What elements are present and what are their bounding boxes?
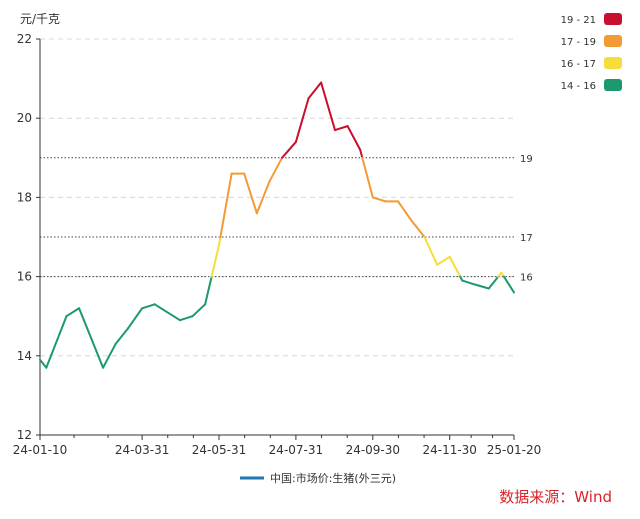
y-tick-label: 14 bbox=[17, 349, 32, 363]
x-tick-label: 25-01-20 bbox=[487, 443, 541, 457]
data-source-note: 数据来源：Wind bbox=[499, 488, 612, 506]
band-legend-swatch bbox=[604, 57, 622, 69]
line-segment bbox=[294, 97, 310, 143]
line-segment bbox=[218, 236, 222, 246]
y-axis-ticks: 12 14 16 18 20 22 bbox=[17, 32, 40, 442]
x-tick-label: 24-01-10 bbox=[13, 443, 67, 457]
series-legend: 中国:市场价:生猪(外三元) bbox=[240, 471, 396, 485]
line-segment bbox=[281, 140, 297, 159]
y-tick-label: 20 bbox=[17, 111, 32, 125]
line-segment bbox=[423, 236, 439, 266]
line-segment bbox=[178, 315, 194, 322]
line-segment bbox=[307, 81, 323, 100]
band-legend-swatch bbox=[604, 13, 622, 25]
line-segment bbox=[320, 81, 336, 132]
line-segment bbox=[268, 156, 284, 183]
y-tick-label: 22 bbox=[17, 32, 32, 46]
line-segment bbox=[102, 342, 117, 369]
grid-lines bbox=[40, 38, 514, 357]
band-legend-label: 17 - 19 bbox=[561, 37, 596, 48]
line-segment bbox=[371, 196, 387, 203]
y-tick-label: 16 bbox=[17, 270, 32, 284]
line-segment bbox=[397, 200, 413, 223]
axes bbox=[39, 39, 514, 436]
y-tick-label: 18 bbox=[17, 190, 32, 204]
line-segment bbox=[204, 275, 213, 306]
line-segment bbox=[39, 358, 48, 369]
x-tick-label: 24-03-31 bbox=[115, 443, 169, 457]
band-legend-label: 14 - 16 bbox=[561, 81, 596, 92]
x-tick-label: 24-07-31 bbox=[269, 443, 323, 457]
band-legend-swatch bbox=[604, 35, 622, 47]
x-tick-label: 24-11-30 bbox=[422, 443, 476, 457]
line-segment bbox=[346, 125, 362, 151]
reference-line-label: 19 bbox=[520, 154, 533, 165]
reference-lines: 19 17 16 bbox=[40, 154, 533, 284]
line-segment bbox=[45, 315, 68, 369]
line-segment bbox=[141, 303, 156, 310]
reference-line-label: 16 bbox=[520, 273, 533, 284]
band-legend-label: 19 - 21 bbox=[561, 15, 596, 26]
line-segment bbox=[361, 156, 374, 199]
line-segment bbox=[219, 172, 233, 238]
line-segment bbox=[243, 172, 258, 215]
line-segment bbox=[487, 275, 500, 290]
line-segment bbox=[153, 303, 181, 322]
series-legend-label: 中国:市场价:生猪(外三元) bbox=[270, 471, 396, 485]
x-axis-ticks: 24-01-10 24-03-31 24-05-31 24-07-31 24-09-30… bbox=[13, 435, 541, 457]
line-segment bbox=[114, 327, 130, 345]
line-segment bbox=[78, 307, 105, 369]
reference-line-label: 17 bbox=[520, 233, 533, 244]
line-segment bbox=[436, 255, 451, 266]
line-segment bbox=[502, 275, 515, 294]
color-band-legend: 19 - 21 17 - 19 16 - 17 14 - 16 bbox=[561, 13, 622, 92]
line-segment bbox=[461, 279, 476, 286]
line-segment bbox=[191, 303, 207, 318]
line-segment bbox=[448, 255, 462, 278]
line-segment bbox=[473, 283, 490, 290]
y-axis-unit: 元/千克 bbox=[20, 12, 60, 26]
line-segment bbox=[255, 180, 271, 215]
x-tick-label: 24-05-31 bbox=[192, 443, 246, 457]
x-tick-label: 24-09-30 bbox=[346, 443, 400, 457]
line-segment bbox=[65, 307, 81, 318]
line-segment bbox=[333, 125, 349, 132]
line-segment bbox=[127, 307, 144, 330]
band-legend-label: 16 - 17 bbox=[561, 59, 596, 70]
y-tick-label: 12 bbox=[17, 428, 32, 442]
line-segment bbox=[210, 243, 221, 278]
line-segment bbox=[359, 148, 364, 159]
band-legend-swatch bbox=[604, 79, 622, 91]
line-segment bbox=[410, 220, 426, 238]
price-series-line bbox=[39, 81, 515, 369]
